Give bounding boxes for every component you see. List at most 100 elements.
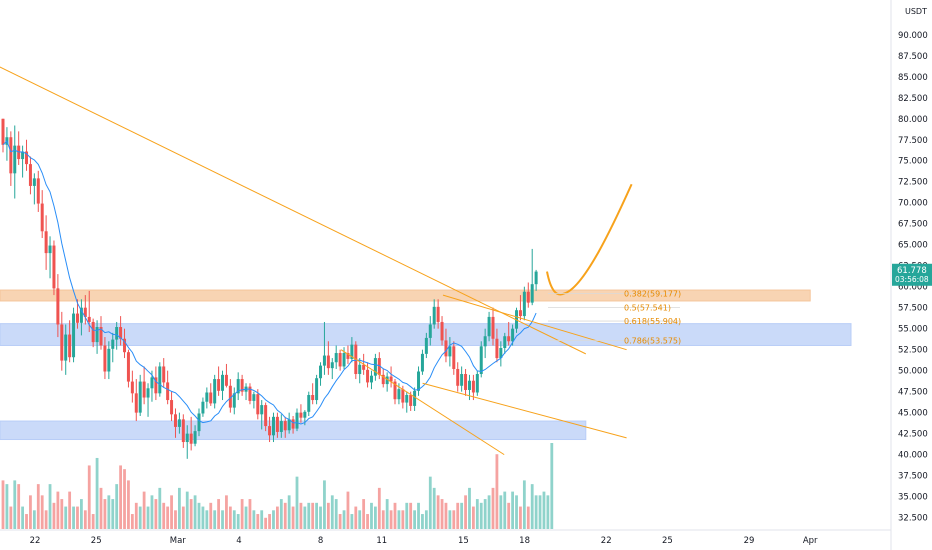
volume-bar — [487, 495, 491, 529]
volume-bar — [209, 502, 213, 529]
volume-bar — [40, 495, 44, 529]
volume-bar — [256, 514, 260, 529]
volume-bar — [72, 506, 75, 529]
volume-bar — [472, 506, 475, 529]
volume-bar — [311, 502, 315, 529]
time-axis[interactable]: 22 25 Mar 4 8 11 15 18 22 25 29 Apr — [30, 536, 818, 546]
volume-bar — [48, 484, 52, 529]
price-tick-label: 87.500 — [898, 52, 928, 62]
price-tick-label: 37.500 — [898, 472, 928, 482]
price-tick-label: 75.000 — [898, 157, 928, 167]
volume-bar — [393, 502, 397, 529]
candle-body — [60, 324, 64, 361]
candle-body — [205, 392, 209, 402]
candle-body — [362, 364, 366, 370]
volume-bar — [13, 480, 17, 529]
fib-label: 0.618(55.904) — [624, 317, 681, 326]
candle-body — [475, 374, 479, 393]
volume-bar — [29, 495, 32, 529]
candle-body — [158, 366, 162, 394]
candle-body — [491, 316, 495, 339]
volume-bar — [193, 495, 197, 529]
candle-body — [464, 374, 468, 390]
volume-bar — [299, 502, 303, 529]
volume-bar — [138, 506, 142, 529]
volume-bar — [56, 491, 60, 529]
volume-bar — [409, 502, 413, 529]
volume-bar — [87, 465, 91, 529]
volume-bar — [1, 480, 5, 529]
volume-bar — [303, 506, 307, 529]
candle-body — [21, 151, 25, 160]
volume-bar — [326, 502, 330, 529]
candle-body — [397, 389, 401, 400]
volume-bar — [499, 495, 503, 529]
price-tick-label: 85.000 — [898, 73, 928, 83]
candle-body — [342, 353, 346, 367]
volume-bar — [272, 510, 275, 529]
fib-label: 0.786(53.575) — [624, 337, 681, 346]
candle-body — [291, 419, 295, 429]
volume-bar — [221, 510, 224, 529]
candle-body — [417, 371, 421, 391]
candle-body — [409, 395, 413, 406]
volume-bar — [268, 514, 271, 529]
candle-body — [526, 291, 530, 303]
volume-bar — [479, 502, 483, 529]
candle-body — [311, 395, 315, 401]
price-tick-label: 55.000 — [898, 325, 928, 335]
price-axis[interactable]: 32.500 35.000 37.500 40.000 42.500 45.000 47.5… — [898, 31, 928, 524]
volume-bar — [111, 499, 115, 529]
volume-bar — [468, 487, 471, 529]
volume-bar — [522, 480, 526, 529]
candle-body — [385, 376, 389, 385]
candle-body — [287, 419, 291, 431]
volume-bar — [530, 484, 534, 529]
candle-body — [75, 313, 79, 323]
candle-body — [393, 381, 397, 400]
candle-body — [369, 375, 373, 383]
volume-bar — [103, 499, 107, 529]
time-tick-label: 11 — [376, 536, 387, 546]
volume-bar — [291, 506, 295, 529]
time-tick-label: Apr — [803, 536, 818, 546]
moving-average-line — [2, 140, 537, 425]
volume-bar — [295, 476, 299, 529]
candle-body — [420, 353, 424, 372]
candle-body — [228, 385, 232, 408]
volume-bar — [307, 502, 311, 529]
candle-body — [330, 362, 334, 369]
currency-label: USDT — [905, 7, 927, 16]
volume-bar — [440, 499, 444, 529]
candle-body — [9, 137, 13, 174]
volume-bar — [546, 495, 550, 529]
candle-body — [448, 346, 452, 357]
volume-bar — [456, 502, 460, 529]
candle-body — [522, 291, 526, 317]
candle-body — [507, 336, 511, 342]
volume-bar — [424, 510, 428, 529]
candle-body — [126, 352, 130, 382]
time-tick-label: 25 — [662, 536, 673, 546]
fib-label: 0.5(57.541) — [624, 303, 671, 312]
candle-body — [138, 381, 142, 413]
volume-bar — [134, 502, 138, 529]
candle-body — [177, 419, 181, 427]
volume-bar — [146, 506, 150, 529]
volume-bar — [21, 506, 24, 529]
candle-body — [275, 416, 279, 432]
volume-bar — [342, 510, 346, 529]
candle-body — [56, 288, 60, 325]
volume-bar — [32, 510, 36, 529]
volume-bar — [181, 506, 185, 529]
candle-body — [319, 365, 323, 379]
price-tick-label: 40.000 — [898, 451, 928, 461]
volume-bar — [174, 510, 177, 529]
candle-body — [170, 400, 174, 415]
candle-body — [373, 358, 377, 376]
time-tick-label: 25 — [91, 536, 102, 546]
candle-body — [452, 346, 456, 369]
volume-bar — [397, 510, 401, 529]
candle-body — [142, 381, 146, 398]
